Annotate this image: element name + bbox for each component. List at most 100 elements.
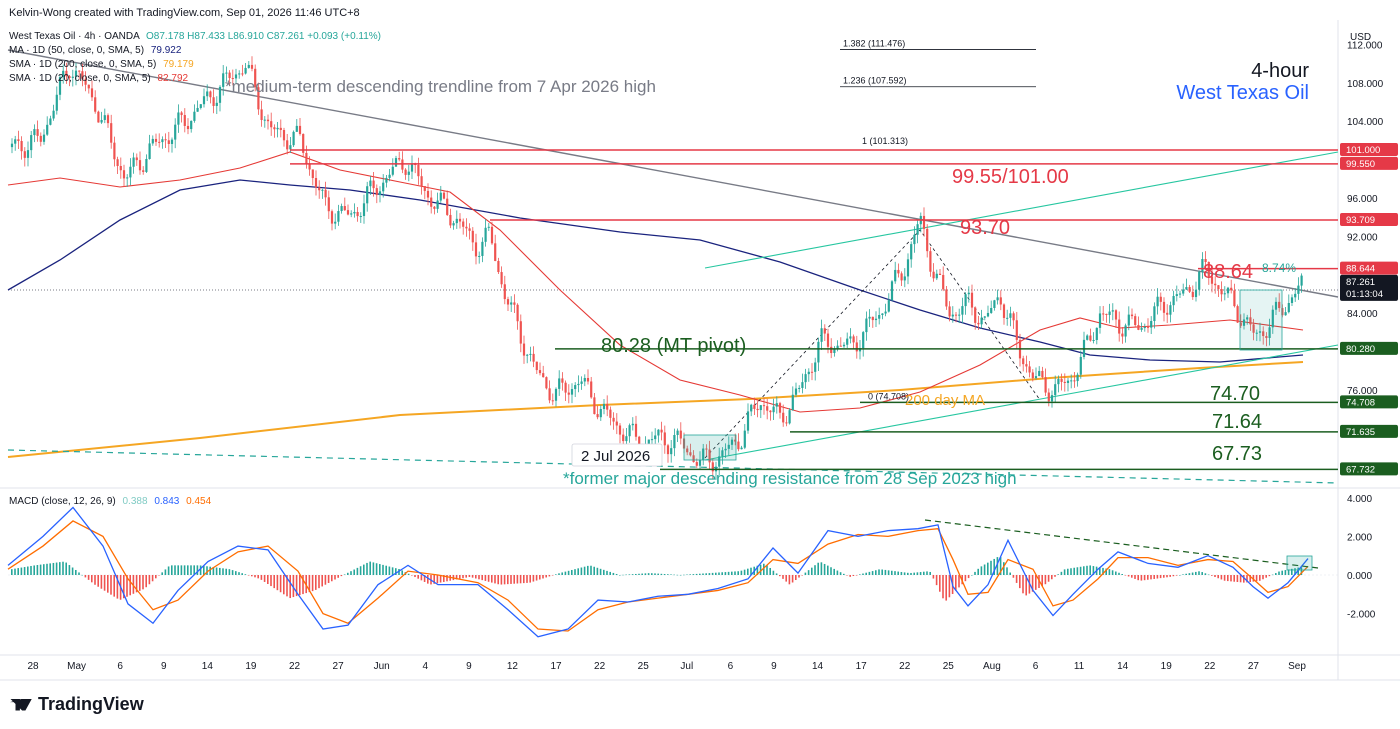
candle-body xyxy=(676,430,679,435)
macd-histogram-bar xyxy=(1207,574,1210,576)
candle-body xyxy=(94,97,97,112)
candle-body xyxy=(980,317,983,325)
candle-body xyxy=(58,77,62,95)
macd-histogram-bar xyxy=(1063,569,1066,575)
macd-histogram-bar xyxy=(260,575,263,580)
macd-histogram-bar xyxy=(619,575,621,576)
macd-histogram-bar xyxy=(455,575,458,580)
candle-body xyxy=(634,423,638,437)
macd-histogram-bar xyxy=(932,575,935,579)
candle-body xyxy=(718,456,721,467)
legend-ma50-row[interactable]: MA · 1D (50, close, 0, SMA, 5) 79.922 xyxy=(9,45,181,56)
date-tick-label: 17 xyxy=(550,661,562,672)
macd-histogram-bar xyxy=(1099,567,1101,575)
macd-histogram-bar xyxy=(718,572,720,575)
ma20-line xyxy=(7,179,1304,363)
candle-body xyxy=(474,242,478,257)
candle-body xyxy=(81,71,84,79)
candle-body xyxy=(1111,310,1114,312)
price-tag-label: 93.709 xyxy=(1346,215,1375,226)
macd-histogram-bar xyxy=(177,565,179,575)
tradingview-logo[interactable]: TradingView xyxy=(10,694,144,715)
candle-body xyxy=(266,119,270,122)
price-tag xyxy=(1340,395,1398,409)
candle-body xyxy=(250,64,254,69)
macd-histogram-bar xyxy=(942,575,944,599)
price-tag-label: 71.635 xyxy=(1346,427,1375,438)
candle-body xyxy=(852,336,855,343)
macd-histogram-bar xyxy=(615,573,618,575)
low-date-box xyxy=(571,443,663,467)
macd-histogram-bar xyxy=(1147,575,1149,580)
candle-body xyxy=(625,436,628,442)
macd-histogram-bar xyxy=(516,575,519,584)
candle-body xyxy=(977,322,980,325)
candle-body xyxy=(942,274,945,290)
date-tick-label: 6 xyxy=(1033,661,1039,672)
candle-body xyxy=(753,404,756,409)
candle-body xyxy=(535,361,538,371)
macd-histogram-bar xyxy=(1300,567,1303,575)
currency-label[interactable]: USD xyxy=(1350,32,1372,43)
candle-body xyxy=(238,73,241,75)
legend-sma200-value: 79.179 xyxy=(163,59,194,70)
fib-label: 1.236 (107.592) xyxy=(843,76,907,86)
legend-sma20-row[interactable]: SMA · 1D (20, close, 0, SMA, 5) 82.792 xyxy=(9,73,188,84)
candle-body xyxy=(526,354,529,356)
candle-body xyxy=(878,314,881,319)
candle-body xyxy=(628,425,631,437)
macd-histogram-bar xyxy=(14,568,16,575)
candle-body xyxy=(510,302,513,305)
candle-body xyxy=(1262,331,1265,337)
macd-histogram-bar xyxy=(795,575,797,581)
candle-body xyxy=(1118,319,1121,334)
macd-histogram-bar xyxy=(30,565,32,575)
macd-tick-label: 0.000 xyxy=(1347,571,1372,582)
macd-histogram-bar xyxy=(363,564,365,575)
macd-histogram-bar xyxy=(71,567,74,575)
candle-body xyxy=(692,455,695,463)
macd-histogram-bar xyxy=(999,556,1002,575)
macd-histogram-bar xyxy=(875,570,877,575)
candle-body xyxy=(442,192,446,199)
candle-body xyxy=(183,115,186,126)
candle-body xyxy=(1188,287,1191,292)
candle-body xyxy=(810,371,814,373)
macd-histogram-bar xyxy=(1137,575,1139,581)
candle-body xyxy=(922,215,926,229)
macd-histogram-bar xyxy=(49,563,51,575)
macd-histogram-bar xyxy=(571,569,573,575)
candle-body xyxy=(724,448,727,451)
macd-histogram-bar xyxy=(1249,575,1251,583)
macd-histogram-bar xyxy=(475,575,477,579)
macd-histogram-bar xyxy=(1102,567,1104,575)
macd-histogram-bar xyxy=(843,573,845,575)
candle-body xyxy=(298,125,302,134)
legend-macd-row[interactable]: MACD (close, 12, 26, 9) 0.388 0.843 0.45… xyxy=(9,496,211,507)
macd-histogram-bar xyxy=(103,575,106,591)
macd-histogram-bar xyxy=(68,565,71,575)
candle-body xyxy=(820,328,823,342)
legend-symbol[interactable]: West Texas Oil · 4h · OANDA xyxy=(9,31,140,42)
macd-histogram-bar xyxy=(254,575,256,578)
candle-body xyxy=(570,389,574,395)
macd-histogram-bar xyxy=(593,566,595,575)
candle-body xyxy=(154,138,158,142)
macd-histogram-bar xyxy=(1031,575,1034,592)
candle-body xyxy=(62,70,65,78)
candle-body xyxy=(951,314,954,317)
macd-histogram-bar xyxy=(628,574,631,575)
candle-body xyxy=(1217,285,1220,290)
candle-body xyxy=(327,197,330,212)
candle-body xyxy=(228,72,231,79)
candle-body xyxy=(302,133,305,153)
candle-body xyxy=(801,382,804,388)
legend-sma200-row[interactable]: SMA · 1D (200, close, 0, SMA, 5) 79.179 xyxy=(9,59,194,70)
candle-body xyxy=(804,374,807,383)
macd-histogram-bar xyxy=(727,571,730,575)
candle-body xyxy=(462,221,465,227)
macd-histogram-bar xyxy=(1105,568,1107,575)
candle-body xyxy=(650,439,654,441)
candle-body xyxy=(1102,313,1105,315)
